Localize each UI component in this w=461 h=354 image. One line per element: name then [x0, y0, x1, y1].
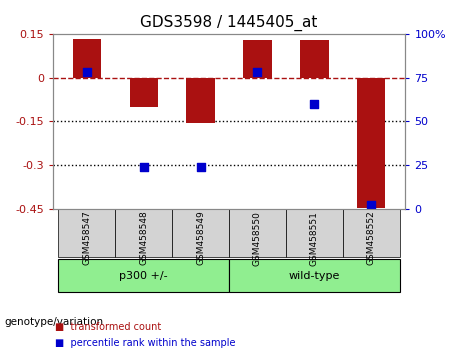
Text: GSM458550: GSM458550	[253, 211, 262, 266]
Text: GSM458552: GSM458552	[367, 211, 376, 266]
Point	[83, 70, 90, 75]
FancyBboxPatch shape	[59, 259, 229, 292]
Bar	[357, 78, 385, 207]
FancyBboxPatch shape	[343, 209, 400, 257]
Text: ■  transformed count: ■ transformed count	[55, 322, 161, 332]
Text: p300 +/-: p300 +/-	[119, 270, 168, 280]
FancyBboxPatch shape	[115, 209, 172, 257]
Text: wild-type: wild-type	[289, 270, 340, 280]
Text: GSM458547: GSM458547	[83, 211, 91, 266]
Point	[140, 164, 148, 170]
Bar	[73, 39, 101, 78]
FancyBboxPatch shape	[229, 259, 400, 292]
Text: genotype/variation: genotype/variation	[5, 317, 104, 327]
Bar	[243, 40, 272, 78]
Point	[254, 70, 261, 75]
FancyBboxPatch shape	[172, 209, 229, 257]
Point	[197, 164, 204, 170]
Bar	[300, 40, 329, 78]
Text: GSM458551: GSM458551	[310, 211, 319, 266]
Point	[367, 202, 375, 208]
Text: GSM458548: GSM458548	[139, 211, 148, 266]
FancyBboxPatch shape	[229, 209, 286, 257]
Text: GSM458549: GSM458549	[196, 211, 205, 266]
Point	[311, 101, 318, 107]
FancyBboxPatch shape	[286, 209, 343, 257]
Bar	[130, 78, 158, 107]
Bar	[186, 78, 215, 123]
FancyBboxPatch shape	[59, 209, 115, 257]
Text: ■  percentile rank within the sample: ■ percentile rank within the sample	[55, 338, 236, 348]
Title: GDS3598 / 1445405_at: GDS3598 / 1445405_at	[141, 15, 318, 31]
